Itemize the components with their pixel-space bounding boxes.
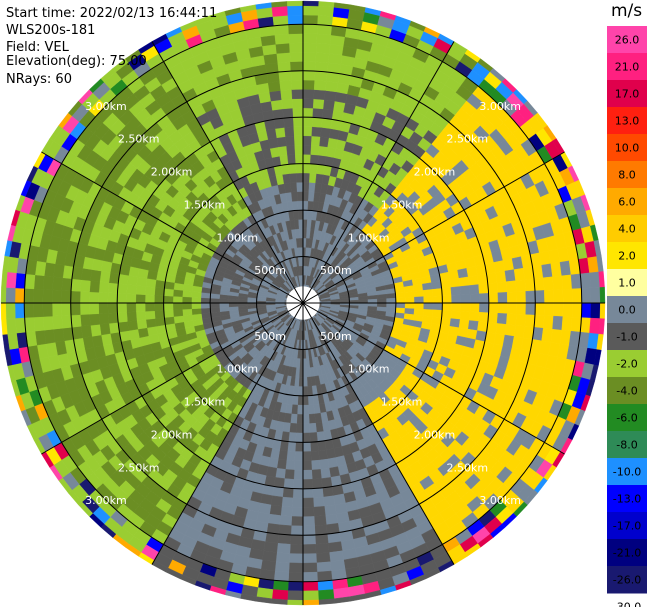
start-time-label: Start time: 2022/02/13 16:44:11 xyxy=(6,6,218,21)
nrays-label: NRays: 60 xyxy=(6,72,72,87)
colorbar-tick-label: -4.0 xyxy=(616,385,637,398)
colorbar-tick-label: 17.0 xyxy=(615,88,640,101)
instrument-label: WLS200s-181 xyxy=(6,23,96,38)
colorbar-tick-label: 4.0 xyxy=(618,223,636,236)
colorbar-tick-label: 2.0 xyxy=(618,250,636,263)
colorbar-tick-label: -6.0 xyxy=(616,412,637,425)
colorbar-tick-label: -10.0 xyxy=(613,466,641,479)
colorbar-tick-label: -30.0 xyxy=(613,601,641,607)
colorbar-tick-label: 21.0 xyxy=(615,61,640,74)
elevation-label: Elevation(deg): 75.00 xyxy=(6,54,147,69)
colorbar-tick-label: 0.0 xyxy=(618,304,636,317)
colorbar-tick-label: -1.0 xyxy=(616,331,637,344)
colorbar-tick-label: -21.0 xyxy=(613,547,641,560)
colorbar-tick-label: 1.0 xyxy=(618,277,636,290)
colorbar-tick-label: -8.0 xyxy=(616,439,637,452)
velocity-gates xyxy=(0,0,606,606)
colorbar-title: m/s xyxy=(611,1,642,21)
colorbar-tick-label: -26.0 xyxy=(613,574,641,587)
colorbar-tick-label: -13.0 xyxy=(613,493,641,506)
field-label: Field: VEL xyxy=(6,40,69,55)
colorbar-tick-label: -2.0 xyxy=(616,358,637,371)
colorbar-tick-label: 6.0 xyxy=(618,196,636,209)
colorbar-tick-label: 26.0 xyxy=(615,34,640,47)
colorbar-tick-label: 10.0 xyxy=(615,142,640,155)
colorbar-tick-label: -17.0 xyxy=(613,520,641,533)
colorbar-tick-label: 13.0 xyxy=(615,115,640,128)
colorbar-tick-label: 8.0 xyxy=(618,169,636,182)
